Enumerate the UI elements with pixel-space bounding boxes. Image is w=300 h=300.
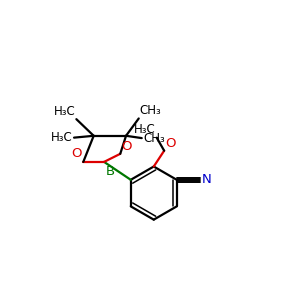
- Text: H₃C: H₃C: [51, 131, 73, 144]
- Text: N: N: [202, 173, 212, 186]
- Text: O: O: [165, 137, 175, 150]
- Text: H₃C: H₃C: [54, 105, 75, 118]
- Text: H₃C: H₃C: [134, 123, 156, 136]
- Text: CH₃: CH₃: [140, 104, 161, 117]
- Text: O: O: [121, 140, 132, 153]
- Text: B: B: [106, 165, 115, 178]
- Text: CH₃: CH₃: [143, 132, 165, 145]
- Text: O: O: [72, 147, 82, 160]
